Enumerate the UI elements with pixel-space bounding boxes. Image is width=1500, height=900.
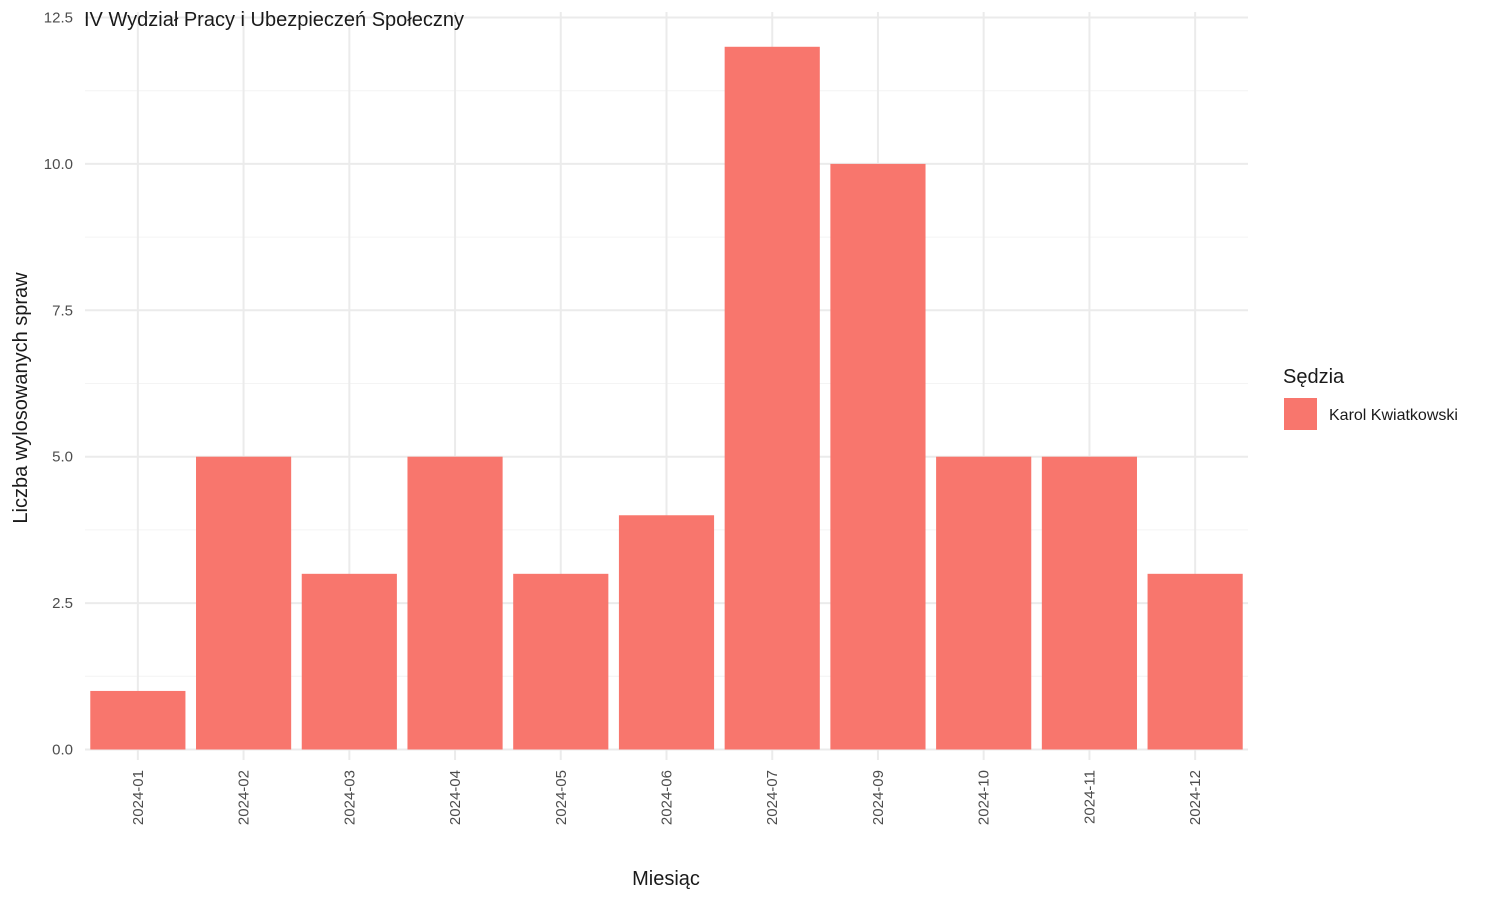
x-tick-label: 2024-02 [236,770,253,825]
bar-2024-06 [618,515,715,750]
bar-2024-05 [513,573,609,750]
bar-2024-12 [1147,573,1243,750]
x-tick-label: 2024-07 [764,770,781,825]
x-tick-label: 2024-10 [976,770,993,825]
bar-2024-10 [936,456,1032,750]
y-tick-label: 5.0 [52,449,73,466]
x-tick-label: 2024-06 [659,770,676,825]
bar-2024-09 [830,163,926,750]
y-axis-title: Liczba wylosowanych spraw [10,272,32,524]
x-tick-label: 2024-04 [447,770,464,825]
y-tick-label: 12.5 [44,10,73,27]
x-tick-label: 2024-11 [1081,770,1098,824]
bar-2024-02 [196,456,292,750]
legend: Sędzia Karol Kwiatkowski [1283,366,1458,430]
y-tick-label: 10.0 [44,156,73,173]
bar-2024-01 [90,690,186,750]
bars [90,46,1243,750]
x-tick-labels: 2024-01 2024-02 2024-03 2024-04 2024-05 2024-… [130,770,1204,825]
y-tick-label: 2.5 [52,595,73,612]
bar-2024-07 [724,46,820,750]
legend-title: Sędzia [1283,366,1345,388]
y-tick-labels: 0.0 2.5 5.0 7.5 10.0 12.5 [44,10,73,759]
x-axis-title: Miesiąc [632,868,700,890]
bar-2024-03 [301,573,397,750]
chart-title: IV Wydział Pracy i Ubezpieczeń Społeczny [84,9,464,31]
bar-2024-04 [407,456,503,750]
x-tick-label: 2024-09 [870,770,887,825]
x-tick-label: 2024-12 [1187,770,1204,825]
bar-2024-11 [1041,456,1137,750]
legend-key-karol-kwiatkowski [1284,398,1317,430]
x-tick-label: 2024-01 [130,770,147,825]
x-tick-label: 2024-03 [341,770,358,825]
y-tick-label: 7.5 [52,302,73,319]
legend-label: Karol Kwiatkowski [1329,407,1458,424]
y-tick-label: 0.0 [52,742,73,759]
x-tick-label: 2024-05 [553,770,570,825]
